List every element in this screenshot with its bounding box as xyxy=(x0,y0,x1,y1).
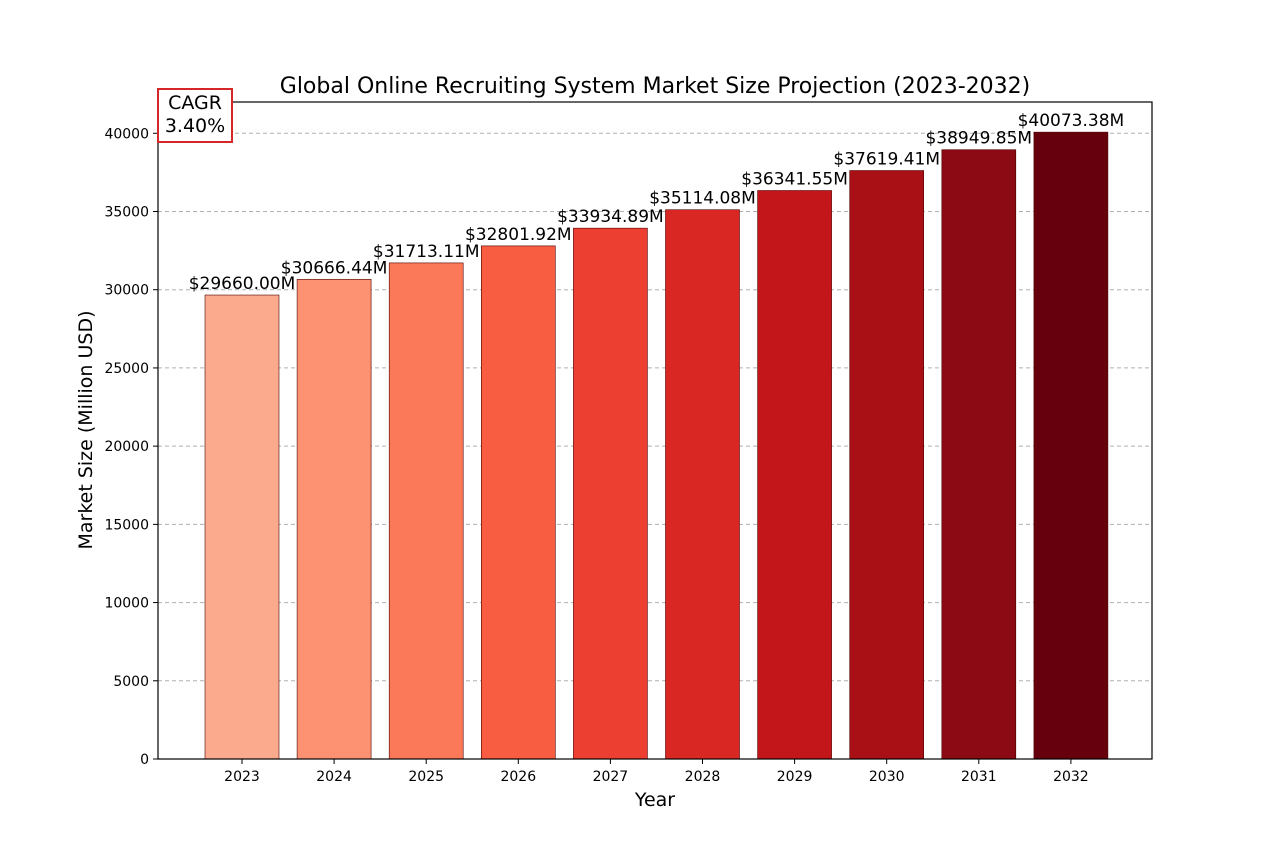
bar-value-label: $31713.11M xyxy=(373,242,480,262)
value-labels: $29660.00M$30666.44M$31713.11M$32801.92M… xyxy=(189,111,1125,294)
bar-value-label: $29660.00M xyxy=(189,274,296,294)
x-tick-label: 2023 xyxy=(224,769,260,785)
x-tick-label: 2031 xyxy=(961,769,997,785)
bar xyxy=(204,294,280,760)
x-tick-label: 2029 xyxy=(777,769,813,785)
y-tick-label: 35000 xyxy=(104,205,149,221)
bar xyxy=(573,227,648,760)
x-tick-label: 2030 xyxy=(869,769,905,785)
plot-frame xyxy=(157,101,1153,760)
y-tick-label: 40000 xyxy=(104,126,149,142)
bar-value-label: $30666.44M xyxy=(281,258,388,278)
y-axis: 0 5000 10000 15000 20000 25000 30000 35000 40000 xyxy=(104,126,158,768)
bar-value-label: $33934.89M xyxy=(557,207,664,227)
bar xyxy=(665,209,740,760)
bar-value-label: $40073.38M xyxy=(1018,111,1125,131)
bar-value-label: $36341.55M xyxy=(741,170,848,190)
bar xyxy=(296,278,372,760)
cagr-label: CAGR xyxy=(168,92,222,114)
bar xyxy=(941,149,1017,760)
y-tick-label: 0 xyxy=(140,752,149,768)
bar xyxy=(1033,131,1109,760)
y-tick-label: 15000 xyxy=(104,517,149,533)
bar-value-label: $35114.08M xyxy=(649,189,756,209)
bar-value-label: $37619.41M xyxy=(833,150,940,170)
bar xyxy=(388,262,464,760)
x-axis: 2023 2024 2025 2026 2027 2028 2029 2030 2031 2032 xyxy=(224,759,1089,785)
x-tick-label: 2024 xyxy=(316,769,352,785)
y-tick-label: 5000 xyxy=(113,674,149,690)
cagr-annotation: CAGR 3.40% xyxy=(157,88,233,143)
x-axis-label: Year xyxy=(634,789,675,811)
bars xyxy=(204,131,1109,760)
x-tick-label: 2026 xyxy=(500,769,536,785)
bar xyxy=(849,170,925,760)
bar xyxy=(480,245,556,760)
y-tick-label: 25000 xyxy=(104,361,149,377)
x-tick-label: 2032 xyxy=(1053,769,1089,785)
y-tick-label: 20000 xyxy=(104,439,149,455)
x-tick-label: 2027 xyxy=(593,769,629,785)
bar-value-label: $38949.85M xyxy=(925,129,1032,149)
y-tick-label: 10000 xyxy=(104,596,149,612)
cagr-value: 3.40% xyxy=(164,115,226,137)
y-tick-label: 30000 xyxy=(104,283,149,299)
chart-title: Global Online Recruiting System Market S… xyxy=(280,74,1030,99)
x-tick-label: 2028 xyxy=(685,769,721,785)
bar xyxy=(757,190,832,760)
x-tick-label: 2025 xyxy=(408,769,444,785)
bar-value-label: $32801.92M xyxy=(465,225,572,245)
y-axis-label: Market Size (Million USD) xyxy=(75,310,97,549)
